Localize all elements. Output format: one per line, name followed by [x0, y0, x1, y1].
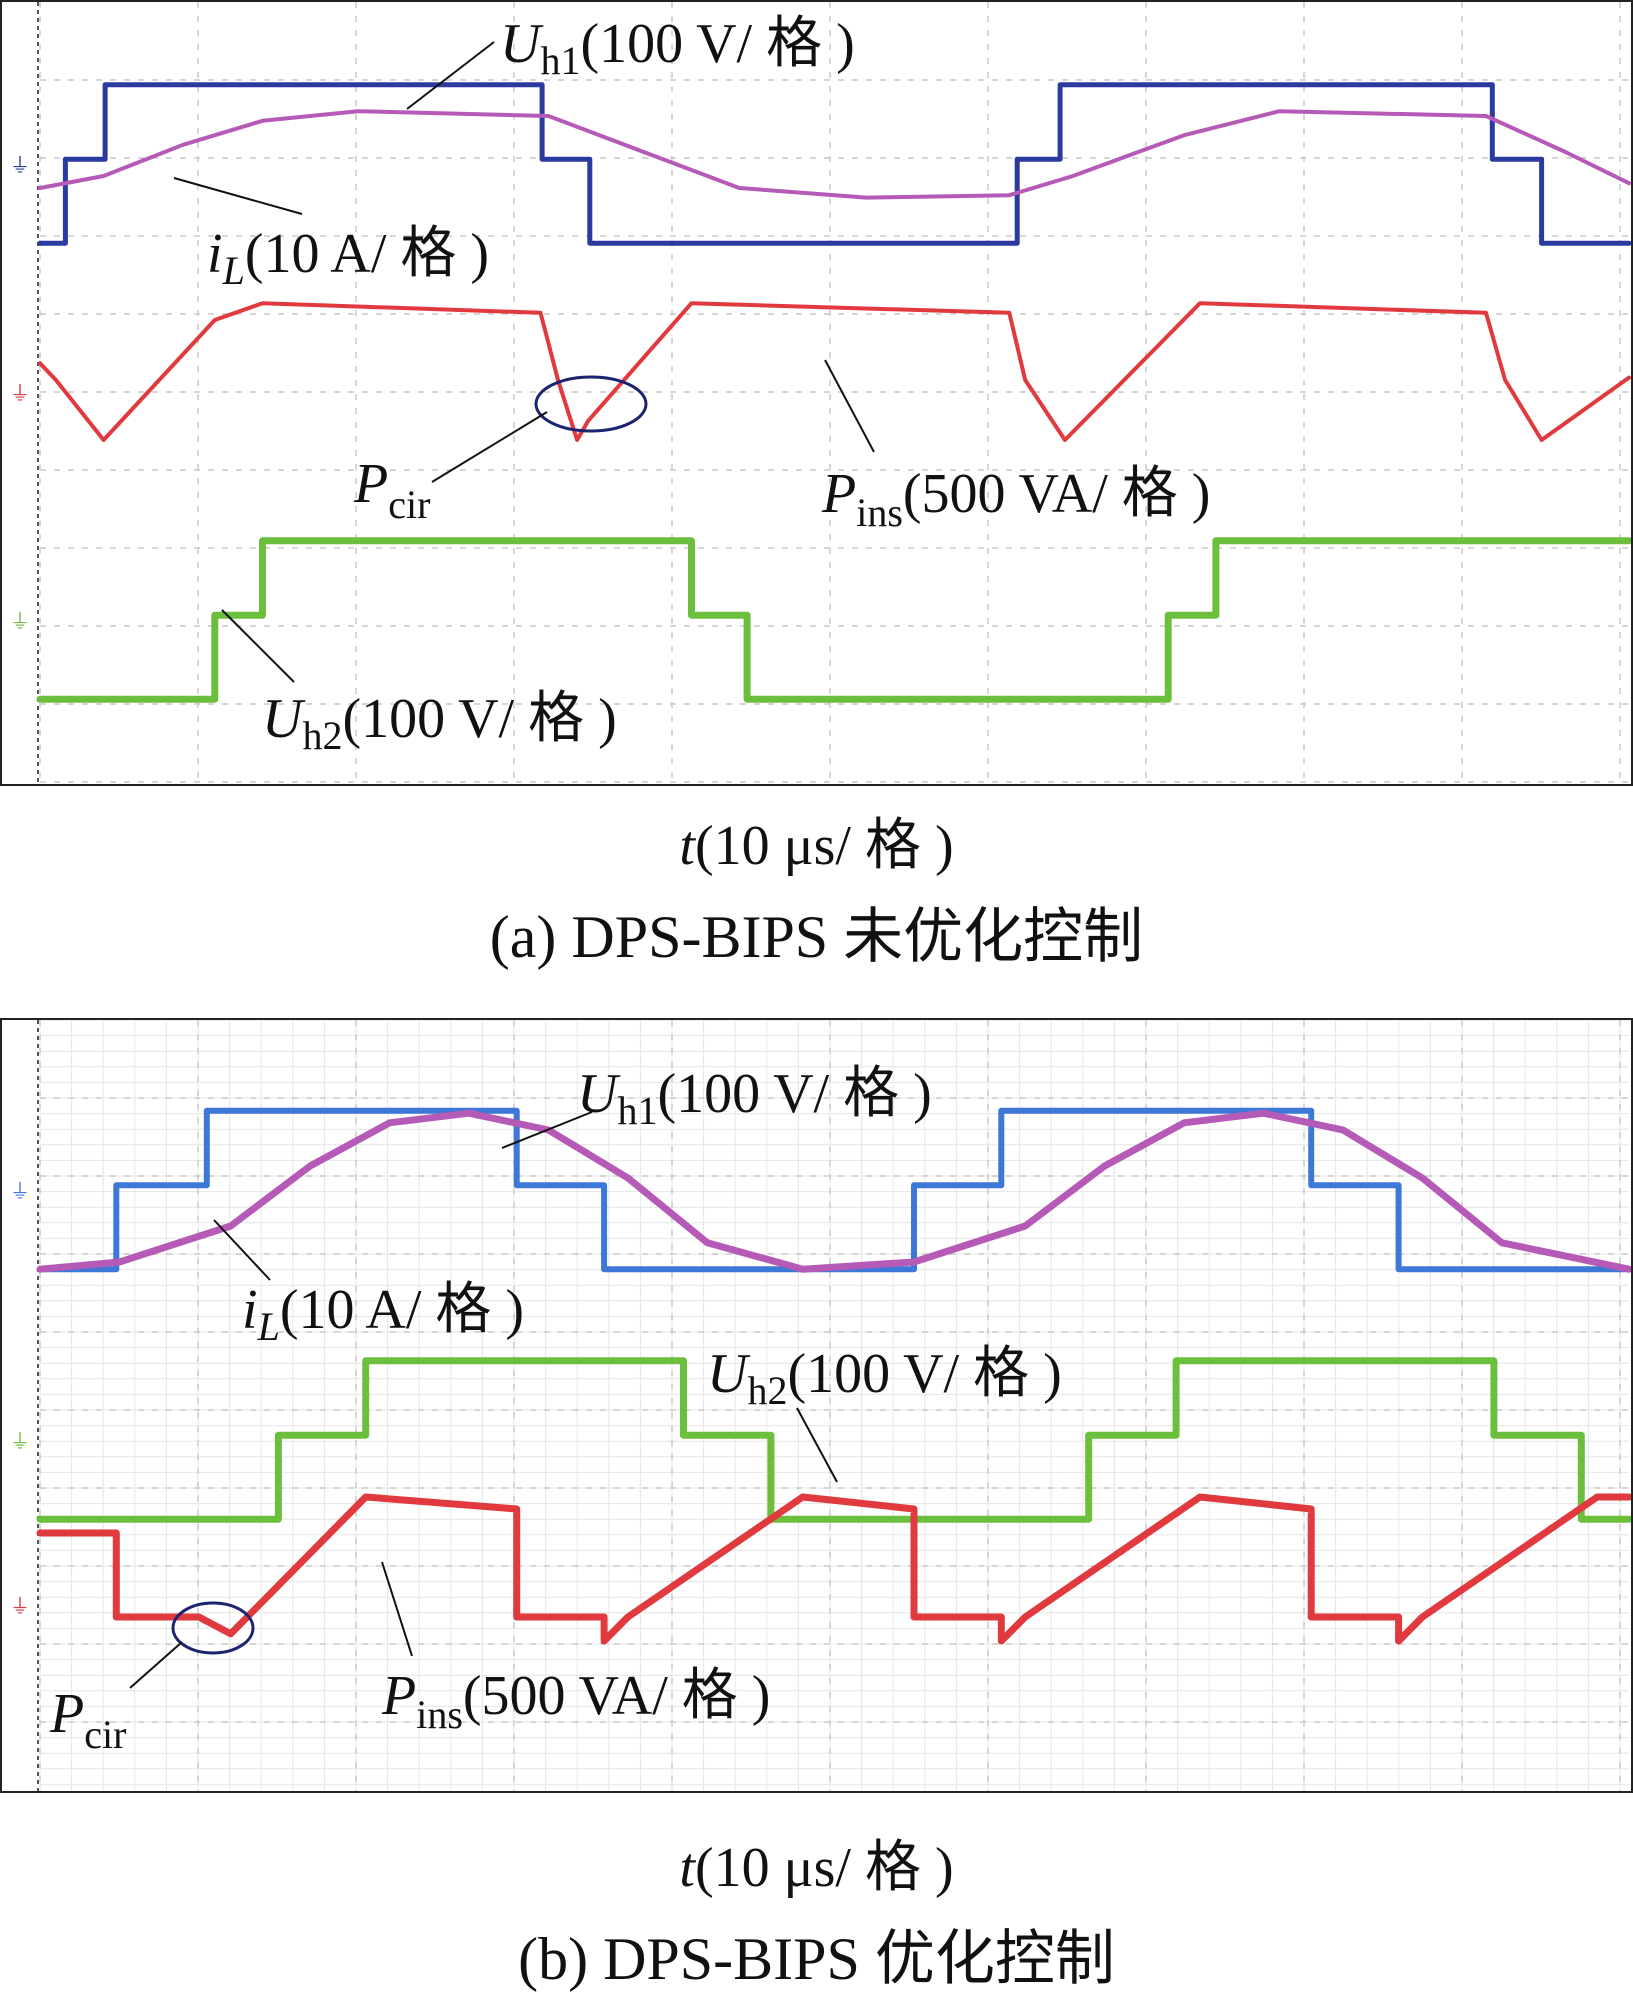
leader-pins-a	[824, 359, 875, 453]
svg-text:⏚: ⏚	[10, 1431, 30, 1453]
label-pins-a: Pins(500 VA/ 格 )	[821, 463, 1210, 535]
scope-plot-b: ⏚ ⏚ ⏚ Uh1(100 V/ 格 ) iL(10 A/ 格 ) Uh2(100 …	[10, 1020, 1631, 1791]
x-axis-caption-a: t(10 μs/ 格 )	[0, 800, 1633, 881]
caption-b: (b) DPS-BIPS 优化控制	[518, 1926, 1115, 1992]
leader-il-b	[213, 1219, 271, 1281]
label-pins-b: Pins(500 VA/ 格 )	[381, 1665, 770, 1737]
scope-plot-a: ⏚ ⏚ ⏚ Uh1(100 V/ 格 ) iL(10 A/ 格 ) Pcir Pin…	[10, 2, 1631, 784]
grid-b: ⏚ ⏚ ⏚	[10, 1020, 1629, 1791]
label-uh2-a: Uh2(100 V/ 格 )	[262, 688, 617, 758]
caption-a: (a) DPS-BIPS 未优化控制	[489, 904, 1144, 970]
svg-text:⏚: ⏚	[10, 155, 30, 177]
trace-a-1	[37, 82, 1631, 246]
svg-text:⏚: ⏚	[10, 1596, 30, 1618]
leader-uh1-b	[501, 1111, 593, 1149]
trace-b-1	[37, 1107, 1631, 1273]
leader-il-a	[173, 177, 303, 215]
trace-a-4	[36, 537, 1631, 703]
trace-a-3	[38, 301, 1631, 442]
traces-a	[36, 82, 1631, 703]
grid-a: ⏚ ⏚ ⏚	[10, 2, 1629, 784]
annotations-a: Uh1(100 V/ 格 ) iL(10 A/ 格 ) Pcir Pins(50…	[173, 13, 1210, 758]
label-uh2-b: Uh2(100 V/ 格 )	[707, 1343, 1062, 1413]
leader-pins-b	[381, 1561, 413, 1657]
x-axis-unit-a: (10 μs/ 格 )	[694, 815, 954, 877]
traces-b	[36, 1107, 1631, 1645]
label-il-a: iL(10 A/ 格 )	[207, 223, 489, 293]
pcir-marker-b	[171, 1601, 255, 1655]
trace-b-4	[36, 1493, 1631, 1645]
trace-b-3	[36, 1357, 1631, 1523]
x-axis-symbol-b: t	[679, 1837, 695, 1899]
label-il-b: iL(10 A/ 格 )	[242, 1279, 524, 1349]
svg-text:⏚: ⏚	[10, 383, 30, 405]
scope-panel-a: ⏚ ⏚ ⏚ Uh1(100 V/ 格 ) iL(10 A/ 格 ) Pcir Pin…	[0, 0, 1633, 786]
x-axis-caption-b: t(10 μs/ 格 )	[0, 1822, 1633, 1903]
leader-pcir-b	[129, 1641, 183, 1689]
pcir-marker-a	[534, 375, 648, 433]
label-pcir-a: Pcir	[353, 453, 430, 527]
label-pcir-b: Pcir	[49, 1683, 126, 1757]
scope-panel-b: ⏚ ⏚ ⏚ Uh1(100 V/ 格 ) iL(10 A/ 格 ) Uh2(100 …	[0, 1018, 1633, 1793]
trace-b-2	[36, 1109, 1631, 1273]
leader-uh1-a	[406, 41, 495, 110]
svg-text:⏚: ⏚	[10, 611, 30, 633]
label-uh1-a: Uh1(100 V/ 格 )	[500, 13, 855, 83]
label-uh1-b: Uh1(100 V/ 格 )	[577, 1063, 932, 1133]
leader-pcir-a	[431, 411, 548, 483]
svg-text:⏚: ⏚	[10, 1181, 30, 1203]
x-axis-unit-b: (10 μs/ 格 )	[694, 1837, 954, 1899]
leader-uh2-b	[796, 1407, 838, 1483]
leader-uh2-a	[221, 609, 295, 683]
trace-a-2	[38, 109, 1631, 200]
annotations-b: Uh1(100 V/ 格 ) iL(10 A/ 格 ) Uh2(100 V/ 格…	[49, 1063, 1062, 1757]
x-axis-symbol-a: t	[679, 815, 695, 877]
